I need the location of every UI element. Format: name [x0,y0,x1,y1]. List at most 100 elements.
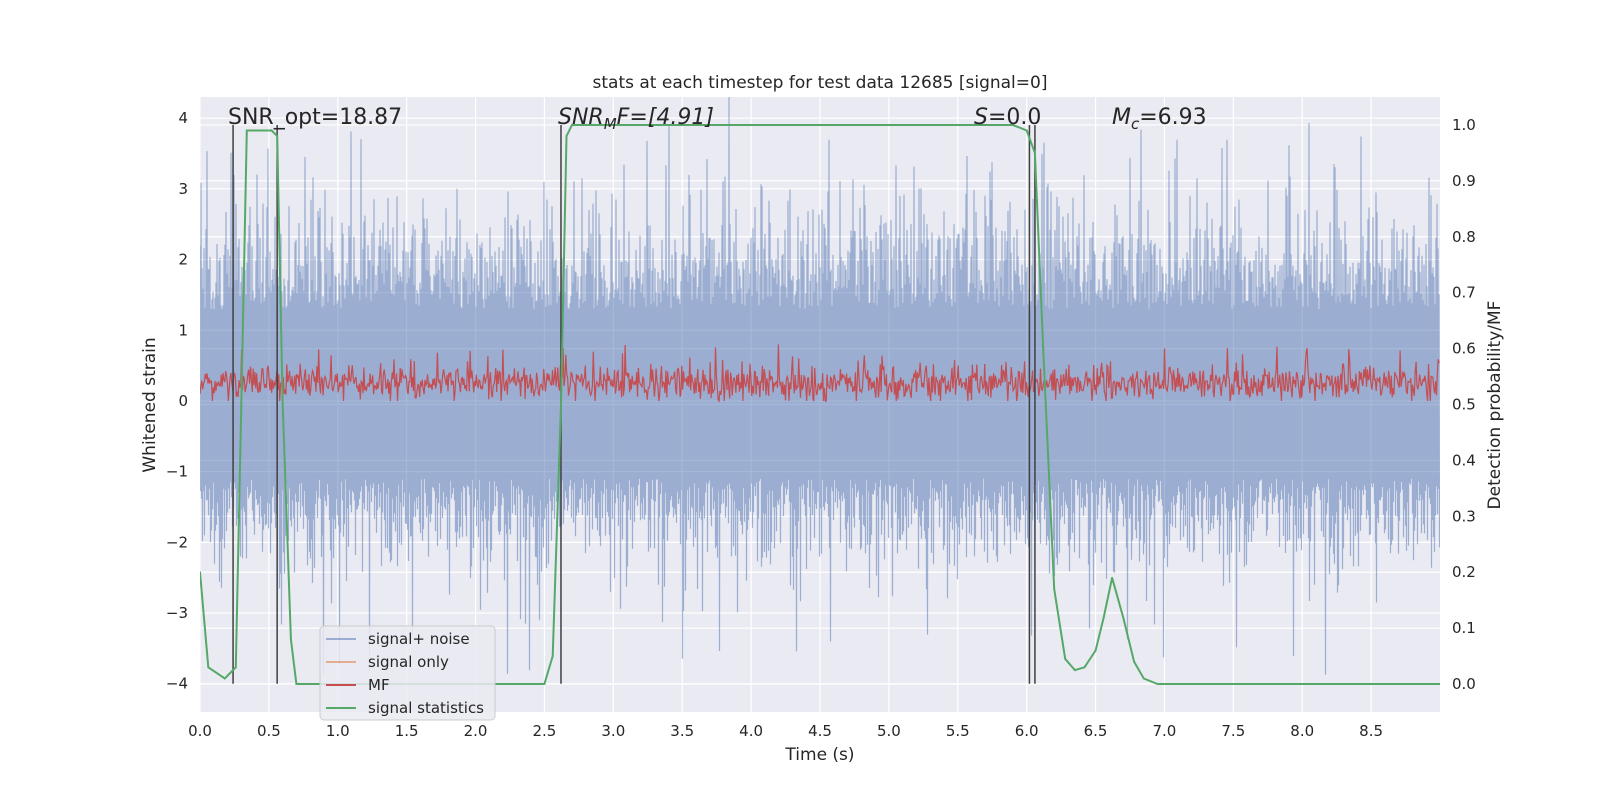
signal-statistics-point [1094,649,1097,652]
y-left-axis-label: Whitened strain [140,337,160,472]
x-tick-labels: 0.0 0.5 1.0 1.5 2.0 2.5 3.0 3.5 4.0 4.5 5.0 5.5 6.0 6… [188,722,1383,740]
signal-statistics-point [309,683,312,685]
annotation-mc: Mc=6.93 [1112,105,1207,133]
y-left-tick-label: 1 [178,321,188,339]
legend-label-signal-only: signal only [368,653,449,671]
x-tick-label: 7.5 [1221,722,1245,740]
x-tick-label: 5.0 [877,722,901,740]
x-tick-label: 2.0 [464,722,488,740]
y-right-tick-labels: 0.0 0.1 0.2 0.3 0.4 0.5 0.6 0.7 0.8 0.9 1.0 [1452,116,1476,693]
signal-statistics-point [1142,677,1145,680]
signal-statistics-point [200,571,201,574]
signal-statistics-point [543,683,546,685]
y-right-tick-label: 0.3 [1452,507,1476,525]
signal-statistics-point [290,638,292,641]
annotation-s-rest: =0.0 [988,105,1041,130]
signal-statistics-point [1439,683,1440,685]
x-tick-label: 1.0 [326,722,350,740]
legend-frame [319,625,496,721]
y-left-tick-label: 2 [178,251,188,269]
signal-statistics-point [1102,616,1105,618]
x-tick-label: 3.0 [601,722,625,740]
x-tick-label: 8.0 [1290,722,1314,740]
y-right-axis-label: Detection probability/MF [1485,301,1505,510]
x-tick-label: 7.0 [1153,722,1177,740]
x-tick-label: 8.5 [1359,722,1383,740]
signal-statistics-point [1012,124,1014,126]
x-tick-label: 4.5 [808,722,832,740]
annotation-snr-opt: SNR_opt=18.87 [228,105,402,130]
signal-statistics-point [1042,347,1045,350]
signal-statistics-point [1122,616,1124,618]
y-right-tick-label: 1.0 [1452,116,1476,134]
series-layer [200,97,1440,685]
legend-label-mf: MF [368,676,390,694]
annotation-snr-mf-sub: M [604,115,617,133]
legend: signal+ noise signal only MF signal stat… [319,625,496,721]
x-tick-label: 2.5 [533,722,557,740]
legend-label-signal-noise: signal+ noise [368,630,470,648]
signal-statistics-point [207,666,210,669]
signal-statistics-point [1025,129,1028,132]
x-tick-label: 0.0 [188,722,212,740]
signal-statistics-point [254,129,256,132]
x-tick-label: 5.5 [946,722,970,740]
signal-statistics-point [295,683,298,685]
x-tick-label: 6.0 [1015,722,1039,740]
y-right-tick-label: 0.0 [1452,675,1476,693]
annotation-snr-mf: SNRMF=[4.91] [558,105,714,133]
signal-statistics-point [1034,152,1036,154]
series-signal-noise [200,97,1440,675]
series-mf [200,344,1440,403]
x-tick-label: 1.5 [395,722,419,740]
y-right-tick-label: 0.2 [1452,563,1476,581]
annotation-snr-mf-var: SNR [558,105,604,130]
signal-statistics-point [276,135,279,138]
signal-statistics-point [1074,669,1076,671]
y-right-tick-label: 0.6 [1452,340,1476,358]
x-axis-label: Time (s) [784,745,854,765]
y-right-tick-label: 0.8 [1452,228,1476,246]
y-right-tick-label: 0.1 [1452,619,1476,637]
x-tick-label: 4.0 [739,722,763,740]
signal-statistics-point [270,129,273,132]
y-left-tick-label: −3 [166,604,188,622]
y-right-tick-label: 0.4 [1452,451,1476,469]
x-tick-label: 3.5 [670,722,694,740]
signal-statistics-point [956,124,959,126]
signal-statistics-point [1370,683,1372,685]
signal-statistics-point [245,129,248,132]
y-left-tick-label: −4 [166,675,188,693]
y-left-tick-label: −2 [166,533,188,551]
annotation-mc-rest: =6.93 [1139,105,1206,130]
annotation-mc-var: M [1112,105,1131,130]
signal-statistics-point [1156,683,1159,685]
signal-statistics-point [1133,660,1135,663]
signal-statistics-point [551,655,554,657]
annotation-mc-sub: c [1131,115,1140,133]
y-right-tick-label: 0.7 [1452,284,1476,302]
x-tick-label: 6.5 [1084,722,1108,740]
signal-statistics-point [1064,658,1067,660]
signal-statistics-point [281,403,284,406]
y-right-tick-label: 0.9 [1452,172,1476,190]
annotation-s: S=0.0 [974,105,1041,130]
legend-label-signal-statistics: signal statistics [368,699,484,717]
annotation-s-var: S [974,105,988,130]
annotation-snr-mf-rest: F=[4.91] [617,105,714,130]
signal-statistics-point [1232,683,1235,685]
chart-title: stats at each timestep for test data 126… [593,73,1048,93]
signal-statistics-point [262,129,265,132]
y-left-tick-label: 0 [178,392,188,410]
y-right-tick-label: 0.5 [1452,396,1476,414]
y-left-tick-labels: −4 −3 −2 −1 0 1 2 3 4 [166,109,188,693]
signal-statistics-point [1111,576,1113,579]
signal-statistics-point [1053,588,1056,590]
y-left-tick-label: 3 [178,180,188,198]
y-left-tick-label: 4 [178,109,188,127]
signal-statistics-point [560,403,562,406]
signal-statistics-point [234,666,237,669]
signal-statistics-point [565,135,568,138]
signal-statistics-point [681,124,684,126]
